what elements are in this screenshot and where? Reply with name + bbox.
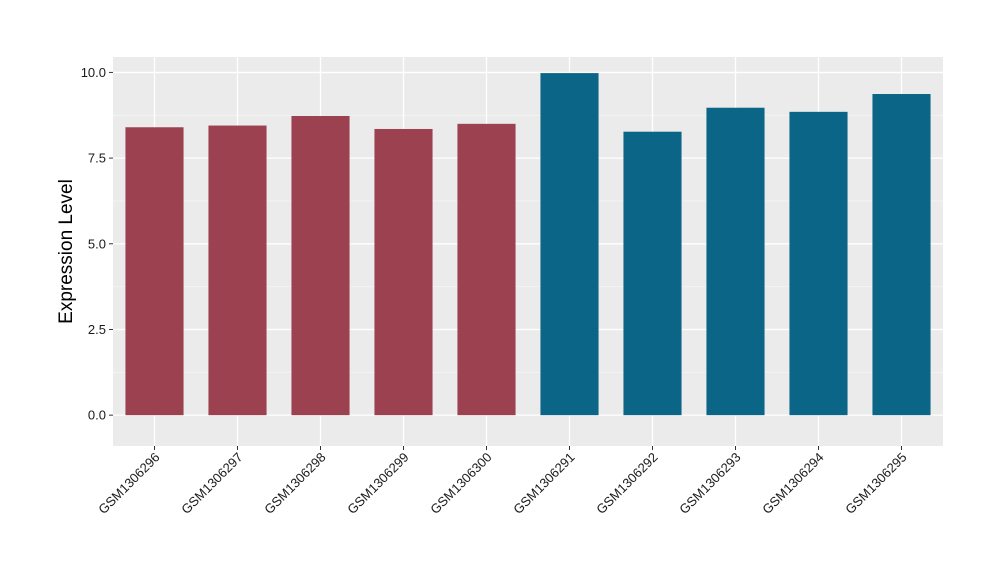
bars — [125, 73, 931, 416]
x-tick-label: GSM1306295 — [842, 450, 909, 517]
x-tick-label: GSM1306293 — [676, 450, 743, 517]
x-axis: GSM1306296 GSM1306297 GSM1306298 GSM1306299… — [95, 446, 910, 517]
bar-GSM1306300 — [457, 123, 516, 416]
x-tick-label: GSM1306294 — [759, 450, 826, 517]
y-tick-label: 5.0 — [88, 236, 106, 251]
x-tick-label: GSM1306291 — [510, 450, 577, 517]
x-tick-label: GSM1306292 — [593, 450, 660, 517]
bar-GSM1306294 — [789, 111, 848, 416]
x-tick-label: GSM1306296 — [95, 450, 162, 517]
x-tick-label: GSM1306297 — [178, 450, 245, 517]
y-axis-title: Expression Level — [56, 179, 77, 324]
y-tick-label: 7.5 — [88, 151, 106, 166]
bar-GSM1306292 — [623, 131, 682, 416]
bar-GSM1306291 — [540, 73, 599, 416]
y-tick-label: 10.0 — [81, 65, 106, 80]
bar-GSM1306298 — [291, 115, 350, 416]
bar-GSM1306297 — [208, 125, 267, 416]
bar-GSM1306295 — [872, 94, 931, 416]
x-tick-label: GSM1306300 — [427, 450, 494, 517]
bar-GSM1306293 — [706, 107, 765, 416]
y-tick-label: 2.5 — [88, 322, 106, 337]
y-tick-label: 0.0 — [88, 408, 106, 423]
bar-GSM1306296 — [125, 127, 184, 416]
x-tick-label: GSM1306299 — [344, 450, 411, 517]
bar-GSM1306299 — [374, 128, 433, 416]
y-axis: 0.0 2.5 5.0 7.5 10.0 — [81, 65, 113, 423]
x-tick-label: GSM1306298 — [261, 450, 328, 517]
